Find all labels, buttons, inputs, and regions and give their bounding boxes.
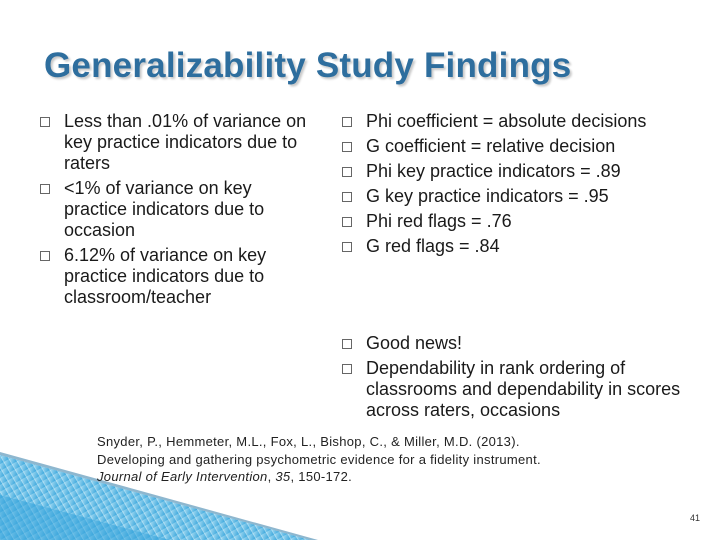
checkbox-bullet-icon [342, 217, 352, 227]
checkbox-bullet-icon [342, 167, 352, 177]
right-bullet-list: Phi coefficient = absolute decisions G c… [340, 111, 690, 261]
citation: Snyder, P., Hemmeter, M.L., Fox, L., Bis… [97, 433, 697, 486]
bullet-text: G key practice indicators = .95 [366, 186, 609, 206]
bullet-text: Phi red flags = .76 [366, 211, 512, 231]
checkbox-bullet-icon [40, 117, 50, 127]
citation-journal: Journal of Early Intervention [97, 469, 268, 484]
citation-pages: , 150-172. [290, 469, 352, 484]
left-bullet-list: Less than .01% of variance on key practi… [38, 111, 318, 312]
bullet-text: 6.12% of variance on key practice indica… [64, 245, 266, 307]
citation-source: Journal of Early Intervention, 35, 150-1… [97, 468, 697, 486]
checkbox-bullet-icon [342, 142, 352, 152]
bullet-text: Less than .01% of variance on key practi… [64, 111, 306, 173]
list-item: Phi coefficient = absolute decisions [340, 111, 690, 132]
checkbox-bullet-icon [342, 339, 352, 349]
list-item: G red flags = .84 [340, 236, 690, 257]
checkbox-bullet-icon [40, 251, 50, 261]
bullet-text: Dependability in rank ordering of classr… [366, 358, 680, 420]
list-item: G coefficient = relative decision [340, 136, 690, 157]
checkbox-bullet-icon [342, 364, 352, 374]
citation-volume: 35 [275, 469, 290, 484]
list-item: 6.12% of variance on key practice indica… [38, 245, 318, 308]
list-item: Less than .01% of variance on key practi… [38, 111, 318, 174]
page-number: 41 [690, 513, 700, 523]
list-item: Phi red flags = .76 [340, 211, 690, 232]
list-item: Phi key practice indicators = .89 [340, 161, 690, 182]
bullet-text: Phi key practice indicators = .89 [366, 161, 621, 181]
list-item: Dependability in rank ordering of classr… [340, 358, 690, 421]
list-item: <1% of variance on key practice indicato… [38, 178, 318, 241]
list-item: G key practice indicators = .95 [340, 186, 690, 207]
checkbox-bullet-icon [40, 184, 50, 194]
bullet-text: <1% of variance on key practice indicato… [64, 178, 264, 240]
checkbox-bullet-icon [342, 242, 352, 252]
list-item: Good news! [340, 333, 690, 354]
bullet-text: G coefficient = relative decision [366, 136, 615, 156]
citation-line: Snyder, P., Hemmeter, M.L., Fox, L., Bis… [97, 433, 697, 451]
checkbox-bullet-icon [342, 192, 352, 202]
checkbox-bullet-icon [342, 117, 352, 127]
citation-line: Developing and gathering psychometric ev… [97, 451, 697, 469]
bullet-text: G red flags = .84 [366, 236, 500, 256]
bullet-text: Good news! [366, 333, 462, 353]
slide-title: Generalizability Study Findings [44, 46, 571, 86]
right-bullet-list-2: Good news! Dependability in rank orderin… [340, 333, 690, 425]
bullet-text: Phi coefficient = absolute decisions [366, 111, 646, 131]
